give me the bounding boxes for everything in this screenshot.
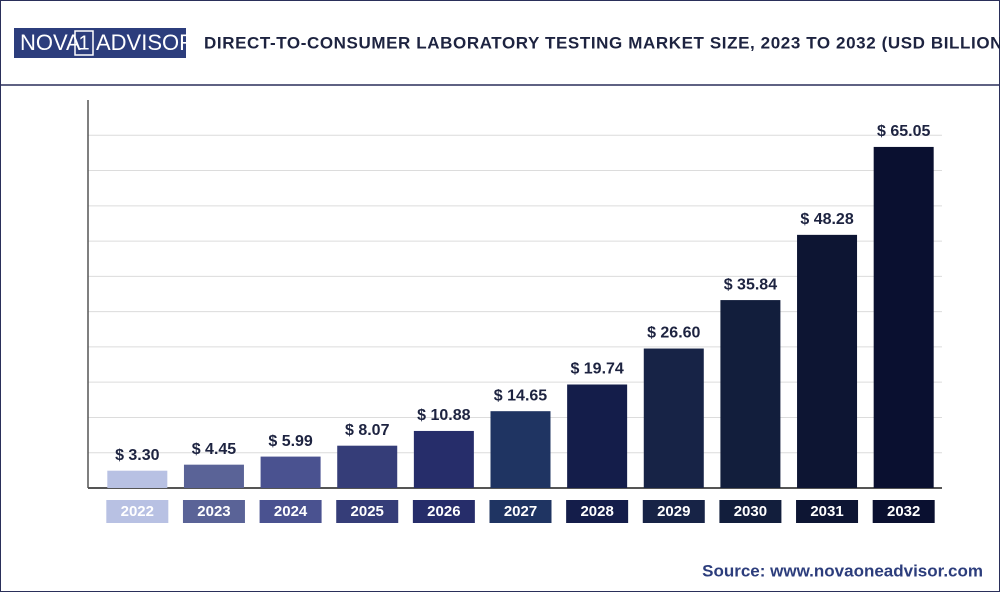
value-label: $ 48.28: [800, 211, 853, 228]
x-tick-label: 2022: [121, 503, 154, 520]
logo-box: [14, 28, 186, 58]
category-box: [642, 500, 705, 523]
category-box: [412, 500, 475, 523]
bar: [490, 411, 551, 488]
bar: [873, 146, 934, 488]
logo-mark: [74, 30, 94, 56]
category-box: [566, 500, 629, 523]
value-label: $ 26.60: [647, 325, 700, 342]
x-tick-label: 2027: [504, 503, 537, 520]
value-label: $ 8.07: [345, 422, 390, 439]
bar: [643, 348, 704, 488]
bar: [797, 234, 858, 488]
x-tick-label: 2029: [657, 503, 690, 520]
bar: [720, 300, 781, 488]
category-box: [872, 500, 935, 523]
value-label: $ 3.30: [115, 447, 160, 464]
x-tick-label: 2031: [810, 503, 843, 520]
value-label: $ 35.84: [724, 276, 777, 293]
x-tick-label: 2032: [887, 503, 920, 520]
bar: [337, 445, 398, 488]
logo-text: 1: [78, 32, 89, 54]
value-label: $ 5.99: [268, 433, 313, 450]
value-label: $ 19.74: [570, 361, 623, 378]
value-label: $ 10.88: [417, 407, 470, 424]
category-box: [106, 500, 169, 523]
bar: [107, 470, 168, 488]
x-tick-label: 2023: [197, 503, 230, 520]
bar: [183, 464, 244, 488]
category-box: [259, 500, 322, 523]
bar: [413, 430, 474, 488]
logo-text: ADVISOR: [96, 30, 195, 55]
category-box: [489, 500, 552, 523]
category-box: [796, 500, 859, 523]
x-tick-label: 2028: [580, 503, 613, 520]
category-box: [182, 500, 245, 523]
logo-text: NOVA: [20, 30, 81, 55]
value-label: $ 14.65: [494, 387, 547, 404]
bar: [567, 384, 628, 488]
x-tick-label: 2026: [427, 503, 460, 520]
x-tick-label: 2024: [274, 503, 308, 520]
category-box: [719, 500, 782, 523]
source: Source: www.novaoneadvisor.com: [702, 561, 983, 580]
value-label: $ 4.45: [192, 441, 237, 458]
x-tick-label: 2025: [351, 503, 384, 520]
category-box: [336, 500, 399, 523]
x-tick-label: 2030: [734, 503, 767, 520]
bar: [260, 456, 321, 488]
chart-title: DIRECT-TO-CONSUMER LABORATORY TESTING MA…: [204, 33, 1000, 52]
value-label: $ 65.05: [877, 123, 930, 140]
